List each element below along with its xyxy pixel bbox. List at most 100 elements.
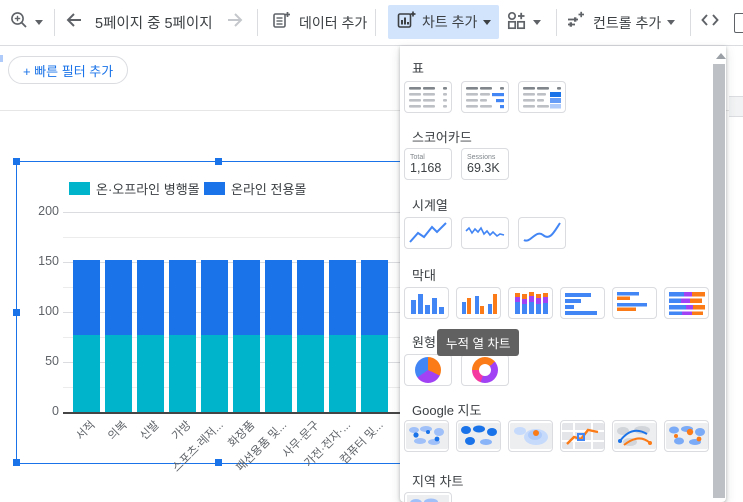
chart-type-stacked-column-chart[interactable] — [508, 287, 553, 319]
resize-handle-bottom-mid[interactable] — [215, 459, 222, 466]
quick-filter-add-chip[interactable]: + 빠른 필터 추가 — [8, 56, 129, 84]
scorecard-metric-label: Sessions — [467, 153, 496, 161]
bar-segment — [297, 260, 324, 335]
chart-type-donut-chart[interactable] — [461, 354, 509, 386]
section-label-scorecard: 스코어카드 — [412, 130, 472, 145]
chart-type-scorecard-compact[interactable]: Sessions 69.3K — [461, 148, 509, 180]
bar-segment — [329, 335, 356, 412]
tooltip-stacked-column-chart: 누적 열 차트 — [437, 329, 520, 356]
community-visualizations-button[interactable] — [506, 0, 541, 45]
bar-segment — [105, 335, 132, 412]
scrollbar-up-icon[interactable] — [716, 53, 726, 59]
resize-handle-left-mid[interactable] — [13, 309, 20, 316]
chevron-down-icon — [533, 20, 541, 25]
next-page-button[interactable] — [224, 0, 246, 45]
section-label-bar: 막대 — [412, 268, 436, 283]
section-label-pie: 원형 — [412, 335, 436, 350]
toolbar-separator — [257, 9, 258, 36]
bar-segment — [361, 335, 388, 412]
bar-segment — [169, 335, 196, 412]
add-data-button[interactable]: 데이터 추가 — [271, 0, 367, 45]
chart-type-world-bubble-map[interactable] — [664, 420, 709, 452]
page-indicator: 5페이지 중 5페이지 — [95, 16, 213, 32]
bar-segment — [137, 335, 164, 412]
y-tick-label: 100 — [38, 304, 59, 318]
arrow-left-icon — [63, 9, 85, 36]
code-embed-icon — [699, 9, 721, 36]
chart-type-bubble-map[interactable] — [404, 420, 449, 452]
legend-label: 온·오프라인 병행몰 — [96, 182, 200, 197]
toolbar-separator — [556, 9, 557, 36]
chart-type-column-chart[interactable] — [404, 287, 449, 319]
chart-type-heatmap-map[interactable] — [508, 420, 553, 452]
y-tick-label: 150 — [38, 254, 59, 268]
bar-segment — [201, 335, 228, 412]
section-label-time-series: 시계열 — [412, 198, 448, 213]
add-chart-button[interactable]: 차트 추가 — [388, 5, 500, 39]
add-control-button[interactable]: 컨트롤 추가 — [565, 0, 676, 45]
embed-button[interactable] — [699, 0, 721, 45]
x-axis-label: 의복 — [106, 419, 130, 443]
bar-segment — [73, 335, 100, 412]
zoom-button[interactable] — [9, 0, 43, 45]
chart-type-table[interactable] — [404, 81, 452, 113]
chart-type-grouped-column-chart[interactable] — [456, 287, 501, 319]
major-gridline — [63, 212, 421, 213]
section-label-geo-chart: 지역 차트 — [412, 474, 464, 489]
x-axis-label: 서적 — [74, 419, 98, 443]
x-axis-line — [63, 412, 421, 414]
chart-type-flight-path-map[interactable] — [612, 420, 657, 452]
zoom-in-icon — [9, 10, 29, 35]
chevron-down-icon — [35, 20, 43, 25]
add-data-icon — [271, 10, 292, 36]
x-axis-label: 가방 — [170, 419, 194, 443]
previous-page-button[interactable] — [63, 0, 85, 45]
chart-type-geo-chart[interactable] — [404, 492, 452, 502]
canvas-divider — [0, 110, 743, 111]
scorecard-metric-value: 1,168 — [410, 160, 442, 175]
theme-layout-button[interactable] — [734, 0, 743, 45]
add-chart-panel: 표 스코어카드 Total 1,168 Sessions 69.3K 시계열 — [400, 46, 726, 502]
chart-type-filled-map[interactable] — [456, 420, 501, 452]
donut-chart-icon — [472, 357, 498, 383]
bar-segment — [265, 260, 292, 335]
toolbar-separator — [690, 9, 691, 36]
chart-type-smoothed-time-series[interactable] — [518, 217, 566, 249]
bar-segment — [361, 260, 388, 335]
chart-type-table-with-heatmap[interactable] — [518, 81, 566, 113]
bar-segment — [169, 260, 196, 335]
chart-type-pie-chart[interactable] — [404, 354, 452, 386]
legend-item: 온라인 전용몰 — [204, 179, 306, 198]
bar-segment — [201, 260, 228, 335]
resize-handle-top-mid[interactable] — [215, 158, 222, 165]
section-label-table: 표 — [412, 61, 424, 76]
chart-type-time-series[interactable] — [404, 217, 452, 249]
chart-type-sparkline[interactable] — [461, 217, 509, 249]
resize-handle-top-left[interactable] — [13, 158, 20, 165]
minor-gridline — [63, 237, 421, 238]
resize-handle-bottom-left[interactable] — [13, 459, 20, 466]
panel-scrollbar[interactable] — [713, 64, 725, 498]
chart-type-bar-chart[interactable] — [560, 287, 605, 319]
chart-type-grouped-bar-chart[interactable] — [612, 287, 657, 319]
y-tick-label: 0 — [52, 404, 59, 418]
section-label-google-maps: Google 지도 — [412, 403, 482, 418]
add-chart-icon — [396, 10, 416, 35]
panel-icon — [734, 12, 743, 33]
bar-segment — [105, 260, 132, 335]
bar-segment — [297, 335, 324, 412]
chart-type-table-with-bars[interactable] — [461, 81, 509, 113]
toolbar: 5페이지 중 5페이지 데이터 추가 차트 추가 — [0, 0, 743, 46]
bar-segment — [265, 335, 292, 412]
bar-segment — [233, 335, 260, 412]
bar-segment — [329, 260, 356, 335]
chart-type-route-map[interactable] — [560, 420, 605, 452]
chart-type-stacked-bar-chart[interactable] — [664, 287, 709, 319]
chevron-down-icon — [667, 20, 676, 25]
stacked-column-chart[interactable]: 온·오프라인 병행몰 온라인 전용몰 200 150 100 50 0 서적 의복 신발 가방 스… — [13, 158, 429, 475]
plot-area: 200 150 100 50 0 서적 의복 신발 가방 스포츠·레저... 화장품 패션용품 및..… — [17, 162, 429, 475]
chart-type-scorecard[interactable]: Total 1,168 — [404, 148, 452, 180]
add-control-icon — [565, 10, 586, 36]
bar-segment — [73, 260, 100, 335]
